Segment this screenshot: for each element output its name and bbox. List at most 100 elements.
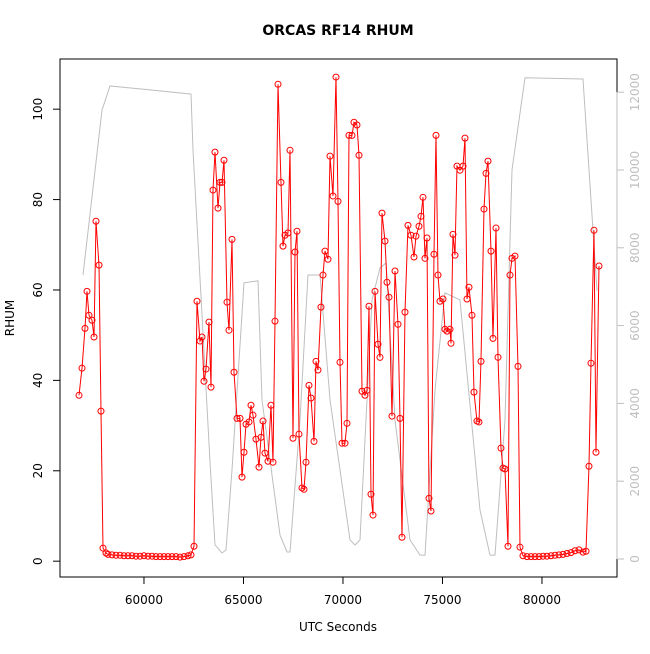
point — [247, 401, 255, 409]
point — [432, 131, 440, 139]
point — [415, 222, 423, 230]
point — [341, 439, 349, 447]
point — [343, 419, 351, 427]
point — [494, 353, 502, 361]
point — [225, 326, 233, 334]
y-tick-label: 60 — [31, 282, 45, 297]
y2-tick-label: 4000 — [628, 388, 642, 419]
point — [223, 298, 231, 306]
point — [85, 311, 93, 319]
point — [398, 533, 406, 541]
point — [184, 552, 192, 560]
point — [334, 197, 342, 205]
point — [383, 278, 391, 286]
point — [585, 462, 593, 470]
chart-title: ORCAS RF14 RHUM — [262, 23, 413, 39]
point — [329, 192, 337, 200]
point — [300, 485, 308, 493]
point — [381, 237, 389, 245]
point — [202, 365, 210, 373]
point — [108, 551, 116, 559]
y2-tick-label: 12000 — [628, 73, 642, 111]
point — [279, 242, 287, 250]
y2-tick-label: 10000 — [628, 151, 642, 189]
point — [324, 255, 332, 263]
point — [434, 271, 442, 279]
point — [95, 261, 103, 269]
point — [289, 434, 297, 442]
point — [90, 333, 98, 341]
point — [516, 543, 524, 551]
point — [104, 550, 112, 558]
point — [391, 267, 399, 275]
point — [492, 224, 500, 232]
point — [211, 148, 219, 156]
y2-tick-label: 6000 — [628, 310, 642, 341]
y-axis-label: RHUM — [3, 300, 17, 337]
point — [132, 552, 140, 560]
point — [563, 549, 571, 557]
point — [439, 295, 447, 303]
point — [501, 465, 509, 473]
point — [92, 217, 100, 225]
point — [207, 383, 215, 391]
point — [305, 381, 313, 389]
point — [198, 333, 206, 341]
point — [264, 457, 272, 465]
point — [78, 364, 86, 372]
point — [535, 553, 543, 561]
point — [506, 271, 514, 279]
point — [367, 490, 375, 498]
point — [592, 448, 600, 456]
point — [238, 473, 246, 481]
point — [293, 227, 301, 235]
point — [124, 552, 132, 560]
y-tick-label: 100 — [31, 98, 45, 121]
point — [75, 391, 83, 399]
point — [582, 547, 590, 555]
x-tick-label: 65000 — [224, 593, 262, 607]
point — [427, 507, 435, 515]
point — [267, 401, 275, 409]
point — [286, 146, 294, 154]
y-tick-label: 20 — [31, 463, 45, 478]
point — [539, 552, 547, 560]
point — [140, 552, 148, 560]
point — [559, 550, 567, 558]
point — [120, 552, 128, 560]
point — [482, 169, 490, 177]
point — [187, 551, 195, 559]
point — [470, 388, 478, 396]
point — [407, 231, 415, 239]
point — [220, 156, 228, 164]
point — [97, 407, 105, 415]
point — [468, 311, 476, 319]
point — [312, 357, 320, 365]
point — [200, 377, 208, 385]
point — [410, 253, 418, 261]
point — [575, 546, 583, 554]
point — [371, 287, 379, 295]
point — [271, 317, 279, 325]
point — [216, 178, 224, 186]
series-line — [82, 77, 598, 556]
point — [430, 250, 438, 258]
point — [374, 340, 382, 348]
point — [321, 247, 329, 255]
point — [527, 553, 535, 561]
point — [319, 271, 327, 279]
point — [228, 235, 236, 243]
point — [291, 248, 299, 256]
point — [449, 230, 457, 238]
point — [441, 325, 449, 333]
point — [459, 162, 467, 170]
point — [230, 368, 238, 376]
point — [176, 553, 184, 561]
point — [209, 186, 217, 194]
point — [419, 193, 427, 201]
point — [326, 152, 334, 160]
point — [365, 302, 373, 310]
point — [504, 542, 512, 550]
point — [421, 254, 429, 262]
